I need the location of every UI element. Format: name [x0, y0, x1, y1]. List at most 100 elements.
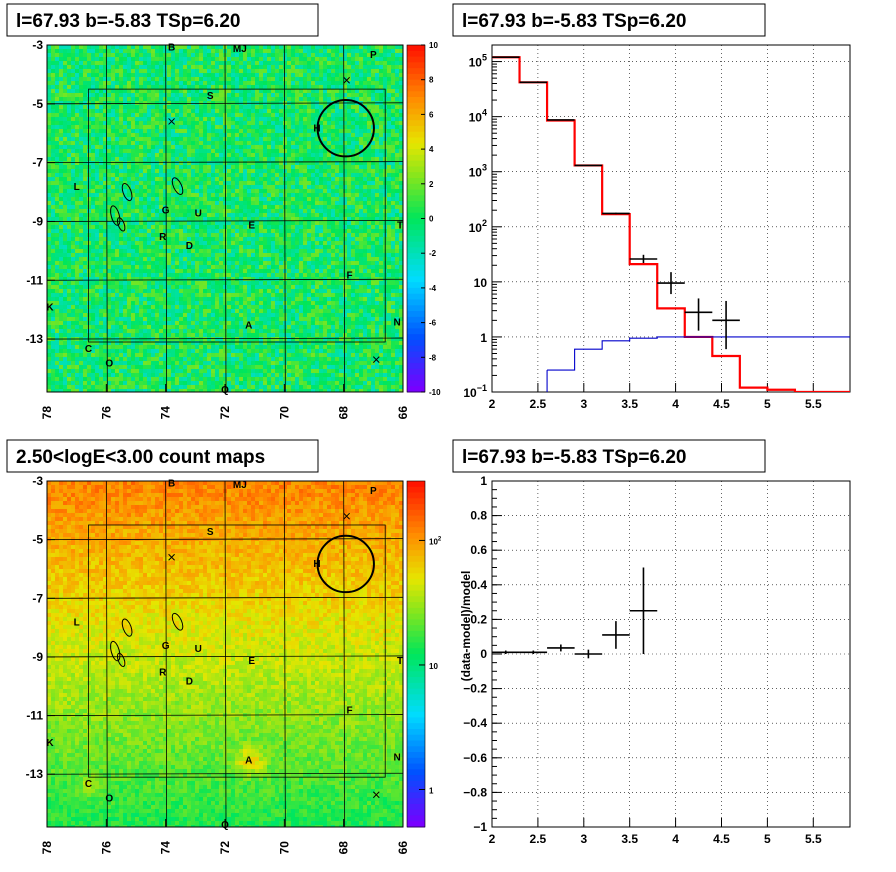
- heatmap-cell: [355, 165, 359, 169]
- heatmap-cell: [391, 185, 395, 189]
- heatmap-cell: [131, 189, 135, 193]
- heatmap-cell: [247, 97, 251, 101]
- heatmap-cell: [347, 113, 351, 117]
- heatmap-cell: [231, 213, 235, 217]
- heatmap-cell: [107, 213, 111, 217]
- heatmap-cell: [103, 173, 107, 177]
- heatmap-cell: [115, 93, 119, 97]
- heatmap-cell: [387, 265, 391, 269]
- heatmap-cell: [111, 181, 115, 185]
- heatmap-cell: [203, 241, 207, 245]
- heatmap-cell: [351, 253, 355, 257]
- heatmap-cell: [227, 85, 231, 89]
- heatmap-cell: [227, 157, 231, 161]
- heatmap-cell: [135, 125, 139, 129]
- heatmap-cell: [219, 153, 223, 157]
- heatmap-cell: [199, 45, 203, 49]
- heatmap-cell: [247, 185, 251, 189]
- heatmap-cell: [67, 113, 71, 117]
- heatmap-cell: [91, 145, 95, 149]
- heatmap-cell: [143, 201, 147, 205]
- heatmap-cell: [51, 265, 55, 269]
- heatmap-cell: [391, 105, 395, 109]
- heatmap-cell: [271, 169, 275, 173]
- heatmap-cell: [175, 81, 179, 85]
- heatmap-cell: [51, 97, 55, 101]
- heatmap-cell: [331, 97, 335, 101]
- heatmap-cell: [371, 241, 375, 245]
- heatmap-cell: [387, 97, 391, 101]
- heatmap-cell: [167, 157, 171, 161]
- heatmap-cell: [103, 161, 107, 165]
- heatmap-cell: [199, 65, 203, 69]
- heatmap-cell: [131, 157, 135, 161]
- heatmap-cell: [91, 249, 95, 253]
- heatmap-cell: [107, 173, 111, 177]
- heatmap-cell: [323, 249, 327, 253]
- heatmap-cell: [51, 61, 55, 65]
- heatmap-cell: [231, 245, 235, 249]
- heatmap-cell: [391, 221, 395, 225]
- heatmap-cell: [359, 233, 363, 237]
- heatmap-cell: [387, 125, 391, 129]
- heatmap-cell: [83, 249, 87, 253]
- heatmap-cell: [283, 129, 287, 133]
- heatmap-cell: [127, 117, 131, 121]
- heatmap-cell: [127, 137, 131, 141]
- heatmap-cell: [303, 157, 307, 161]
- heatmap-cell: [267, 177, 271, 181]
- heatmap-cell: [379, 69, 383, 73]
- heatmap-cell: [187, 193, 191, 197]
- heatmap-cell: [191, 105, 195, 109]
- heatmap-cell: [211, 225, 215, 229]
- heatmap-cell: [251, 89, 255, 93]
- heatmap-cell: [351, 165, 355, 169]
- heatmap-cell: [243, 213, 247, 217]
- heatmap-cell: [251, 145, 255, 149]
- heatmap-cell: [71, 217, 75, 221]
- heatmap-cell: [183, 61, 187, 65]
- heatmap-cell: [203, 125, 207, 129]
- heatmap-cell: [307, 149, 311, 153]
- heatmap-cell: [203, 261, 207, 265]
- heatmap-cell: [199, 249, 203, 253]
- heatmap-cell: [167, 253, 171, 257]
- heatmap-cell: [107, 113, 111, 117]
- heatmap-cell: [395, 161, 399, 165]
- heatmap-cell: [391, 85, 395, 89]
- heatmap-cell: [295, 201, 299, 205]
- heatmap-cell: [51, 189, 55, 193]
- heatmap-cell: [195, 125, 199, 129]
- heatmap-cell: [139, 217, 143, 221]
- heatmap-cell: [247, 73, 251, 77]
- heatmap-cell: [139, 225, 143, 229]
- heatmap-cell: [287, 89, 291, 93]
- heatmap-cell: [287, 69, 291, 73]
- heatmap-cell: [111, 205, 115, 209]
- heatmap-cell: [99, 169, 103, 173]
- heatmap-cell: [139, 169, 143, 173]
- heatmap-cell: [347, 213, 351, 217]
- heatmap-cell: [207, 93, 211, 97]
- heatmap-cell: [163, 241, 167, 245]
- heatmap-cell: [367, 81, 371, 85]
- heatmap-cell: [263, 97, 267, 101]
- heatmap-cell: [243, 73, 247, 77]
- heatmap-cell: [379, 225, 383, 229]
- heatmap-cell: [259, 141, 263, 145]
- heatmap-cell: [187, 133, 191, 137]
- heatmap-cell: [119, 257, 123, 261]
- heatmap-cell: [111, 265, 115, 269]
- heatmap-cell: [279, 137, 283, 141]
- heatmap-cell: [151, 105, 155, 109]
- heatmap-cell: [303, 241, 307, 245]
- heatmap-cell: [323, 57, 327, 61]
- heatmap-cell: [259, 65, 263, 69]
- heatmap-cell: [243, 265, 247, 269]
- heatmap-cell: [387, 201, 391, 205]
- heatmap-cell: [367, 165, 371, 169]
- heatmap-cell: [291, 249, 295, 253]
- heatmap-cell: [247, 221, 251, 225]
- heatmap-cell: [387, 185, 391, 189]
- heatmap-cell: [219, 189, 223, 193]
